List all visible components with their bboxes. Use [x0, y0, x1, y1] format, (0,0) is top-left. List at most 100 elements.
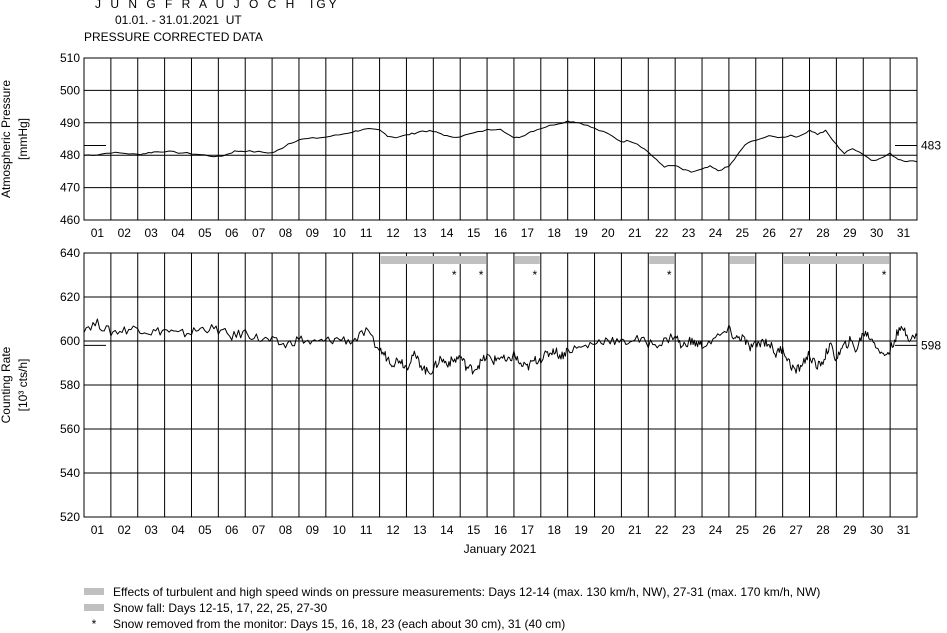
legend-snow-removed: * Snow removed from the monitor: Days 15,…: [84, 617, 566, 631]
snow-removed-marker: *: [667, 268, 672, 282]
x-tick-label: 28: [816, 523, 830, 537]
x-tick-label: 11: [360, 226, 373, 240]
counting-rate-panel: 520 540 560 580 600 620 640 01 02 03 04 05 06 07 08 09 1…: [0, 246, 941, 537]
x-tick-label: 03: [144, 523, 158, 537]
snowfall-bar: [380, 256, 487, 264]
legend-wind: Effects of turbulent and high speed wind…: [84, 585, 820, 599]
x-tick-label: 24: [709, 523, 723, 537]
x-tick-label: 19: [574, 523, 588, 537]
x-tick-label: 13: [413, 226, 427, 240]
x-tick-label: 17: [521, 523, 535, 537]
y-tick-label: 540: [60, 466, 80, 480]
snowfall-bar: [729, 256, 755, 264]
x-tick-label: 05: [198, 226, 212, 240]
snowfall-bar: [783, 256, 890, 264]
legend-bar-swatch: [84, 604, 104, 611]
x-tick-label: 28: [816, 226, 830, 240]
snow-removed-marker: *: [452, 268, 457, 282]
x-tick-label: 16: [494, 523, 508, 537]
x-tick-label: 25: [736, 226, 750, 240]
x-tick-label: 12: [386, 523, 400, 537]
x-tick-label: 22: [655, 523, 669, 537]
x-tick-label: 11: [360, 523, 373, 537]
data-line: [83, 120, 918, 173]
snow-removed-marker: *: [532, 268, 537, 282]
x-tick-label: 26: [763, 226, 777, 240]
snow-removed-marker: *: [479, 268, 484, 282]
x-tick-label: 02: [118, 226, 132, 240]
y-axis-unit: [mmHg]: [16, 118, 30, 160]
x-tick-label: 18: [548, 226, 562, 240]
legend-star-symbol: *: [91, 617, 97, 631]
x-tick-label: 20: [601, 523, 615, 537]
x-tick-label: 27: [789, 523, 803, 537]
snowfall-bar: [514, 256, 540, 264]
x-tick-label: 15: [467, 226, 481, 240]
plot-frame: [83, 57, 918, 221]
period-label: 01.01. - 31.01.2021 UT: [115, 13, 242, 27]
station-title: J U N G F R A U J O C H IGY: [95, 0, 340, 11]
x-tick-label: 05: [198, 523, 212, 537]
y-tick-label: 480: [60, 148, 80, 162]
y-tick-label: 580: [60, 378, 80, 392]
legend-bar-swatch: [84, 588, 104, 595]
x-tick-label: 14: [440, 523, 454, 537]
x-tick-label: 21: [628, 226, 642, 240]
legend-snowfall-text: Snow fall: Days 12-15, 17, 22, 25, 27-30: [113, 601, 328, 615]
x-tick-label: 31: [897, 226, 911, 240]
x-tick-label: 29: [843, 523, 857, 537]
x-tick-label: 24: [709, 226, 723, 240]
y-tick-label: 460: [60, 213, 80, 227]
x-tick-label: 04: [171, 523, 185, 537]
y-tick-label: 640: [60, 246, 80, 260]
y-tick-label: 520: [60, 510, 80, 524]
subtitle: PRESSURE CORRECTED DATA: [84, 30, 263, 44]
legend-snow-removed-text: Snow removed from the monitor: Days 15, …: [113, 617, 566, 631]
x-tick-label: 07: [252, 226, 266, 240]
y-axis-unit: [10³ cts/h]: [16, 359, 30, 412]
reference-label: 598: [921, 338, 941, 352]
x-tick-label: 18: [548, 523, 562, 537]
x-tick-label: 01: [91, 523, 105, 537]
x-tick-label: 22: [655, 226, 669, 240]
y-tick-label: 500: [60, 83, 80, 97]
x-tick-label: 17: [521, 226, 535, 240]
x-tick-label: 19: [574, 226, 588, 240]
data-line: [83, 318, 918, 375]
x-tick-label: 23: [682, 523, 696, 537]
x-tick-label: 15: [467, 523, 481, 537]
x-tick-label: 23: [682, 226, 696, 240]
x-tick-label: 26: [763, 523, 777, 537]
legend-wind-text: Effects of turbulent and high speed wind…: [113, 585, 821, 599]
y-tick-label: 620: [60, 290, 80, 304]
snow-removed-marker: *: [882, 268, 887, 282]
x-tick-label: 21: [628, 523, 642, 537]
x-tick-label: 14: [440, 226, 454, 240]
x-tick-label: 31: [897, 523, 911, 537]
y-axis-title: Atmospheric Pressure: [0, 80, 13, 198]
x-tick-label: 29: [843, 226, 857, 240]
x-tick-label: 02: [118, 523, 132, 537]
x-axis-label: January 2021: [464, 542, 537, 556]
y-tick-label: 600: [60, 334, 80, 348]
x-tick-label: 30: [870, 226, 884, 240]
x-tick-label: 04: [171, 226, 185, 240]
x-tick-label: 25: [736, 523, 750, 537]
snowfall-bar: [649, 256, 675, 264]
x-tick-label: 30: [870, 523, 884, 537]
x-tick-label: 03: [144, 226, 158, 240]
y-tick-label: 470: [60, 181, 80, 195]
x-tick-label: 08: [279, 226, 293, 240]
y-tick-label: 510: [60, 51, 80, 65]
x-tick-label: 16: [494, 226, 508, 240]
legend-snowfall: Snow fall: Days 12-15, 17, 22, 25, 27-30: [84, 601, 327, 615]
x-tick-label: 01: [91, 226, 105, 240]
x-tick-label: 20: [601, 226, 615, 240]
y-tick-label: 560: [60, 422, 80, 436]
y-axis-title: Counting Rate: [0, 346, 13, 423]
reference-label: 483: [921, 138, 941, 152]
x-tick-label: 09: [306, 226, 320, 240]
y-tick-label: 490: [60, 116, 80, 130]
pressure-panel: 460 470 480 490 500 510 01 02 03 04 05 06 07 08 09 10 11…: [0, 51, 941, 240]
x-tick-label: 12: [386, 226, 400, 240]
